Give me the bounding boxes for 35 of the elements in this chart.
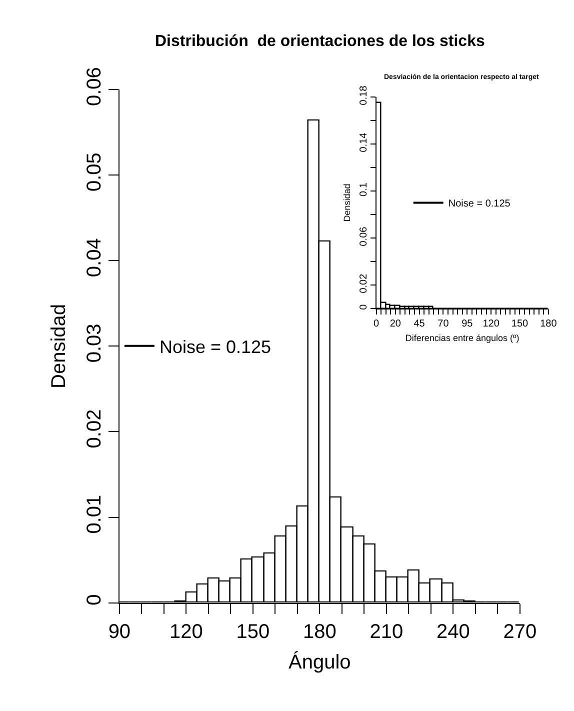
x-tick-label: 270 [503, 620, 537, 643]
x-axis-title: Diferencias entre ángulos (º) [405, 332, 520, 343]
x-tick-label: 180 [302, 620, 336, 643]
y-axis-title: Densidad [48, 304, 70, 388]
x-tick-label: 90 [108, 620, 131, 643]
x-axis-title: Ángulo [288, 650, 351, 674]
y-tick-label: 0.02 [358, 273, 370, 294]
x-tick-label: 210 [370, 620, 404, 643]
y-tick-label: 0.1 [358, 182, 370, 196]
x-tick-label: 45 [414, 318, 426, 330]
y-tick-label: 0.03 [83, 324, 106, 363]
legend-label: Noise = 0.125 [448, 198, 511, 210]
x-tick-label: 70 [438, 318, 450, 330]
x-tick-label: 180 [540, 318, 558, 330]
y-axis-title: Densidad [342, 184, 352, 222]
y-tick-label: 0.04 [83, 238, 106, 278]
x-tick-label: 20 [390, 318, 402, 330]
x-tick-label: 95 [462, 318, 474, 330]
y-tick-label: 0 [83, 594, 106, 606]
y-tick-label: 0.06 [83, 67, 106, 106]
y-tick-label: 0.18 [358, 85, 370, 106]
x-tick-label: 120 [482, 318, 500, 330]
x-tick-label: 150 [236, 620, 270, 643]
x-tick-label: 0 [373, 318, 380, 330]
y-tick-label: 0.06 [358, 226, 370, 246]
legend-label: Noise = 0.125 [159, 336, 272, 357]
x-tick-label: 150 [511, 318, 529, 330]
chart-title: Distribución de orientaciones de los sticks [155, 33, 485, 50]
y-tick-label: 0.14 [358, 132, 370, 152]
x-tick-label: 240 [436, 620, 470, 643]
y-tick-label: 0.05 [83, 152, 106, 192]
y-tick-label: 0 [358, 304, 370, 310]
x-tick-label: 120 [169, 620, 203, 643]
y-tick-label: 0.01 [83, 494, 106, 534]
y-tick-label: 0.02 [83, 409, 106, 448]
